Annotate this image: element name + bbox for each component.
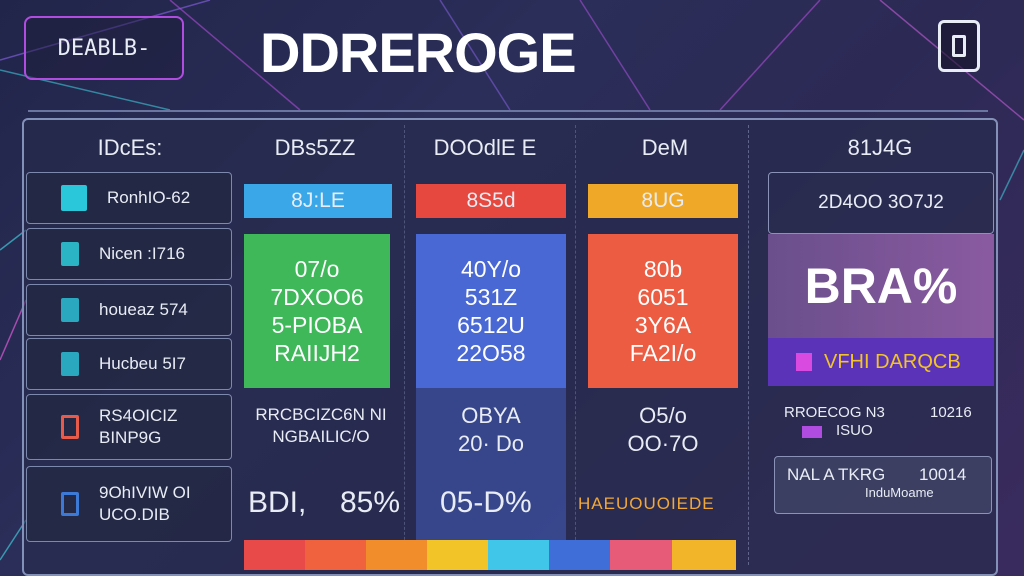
- bottom-left-label: BDI,: [248, 486, 307, 519]
- metric-card-green[interactable]: 07/o 7DXOO6 5-PIOBA RAIIJH2: [244, 234, 390, 388]
- tag-icon: [802, 426, 822, 438]
- right-row1-sub: ISUO: [836, 422, 873, 439]
- strip-label: VFHI DARQCB: [824, 350, 961, 373]
- row-label: Hucbeu 5I7: [99, 354, 186, 373]
- right-detail-card[interactable]: NAL A TKRG 10014 InduMoame: [774, 456, 992, 514]
- card-line: 531Z: [464, 284, 518, 310]
- bar-icon: [61, 242, 79, 266]
- row-item-6[interactable]: 9OhIVIW OI UCO.DIB: [26, 466, 232, 542]
- color-bar-segment: [305, 540, 366, 570]
- header-divider: [28, 110, 988, 112]
- row-item-2[interactable]: Nicen :I716: [26, 228, 232, 280]
- row-item-3[interactable]: houeaz 574: [26, 284, 232, 336]
- grid-icon: [61, 185, 87, 211]
- card-line: 6051: [637, 284, 689, 310]
- right-highlight-card[interactable]: BRA%: [768, 234, 994, 338]
- row-label: RonhIO-62: [107, 188, 191, 207]
- app-title: DDREROGE: [260, 20, 577, 84]
- tag-icon: [796, 353, 812, 371]
- card-line: 80b: [643, 256, 683, 282]
- column-header-4: DeM: [641, 135, 689, 160]
- column-header-3: DOOdlE E: [433, 135, 537, 160]
- right-row1-label: RROECOG N3: [784, 404, 885, 421]
- column-divider: [748, 125, 749, 565]
- card-line: FA2I/o: [629, 340, 697, 366]
- card-line: 7DXOO6: [270, 284, 364, 310]
- window-toggle-button[interactable]: [938, 20, 980, 72]
- row-item-4[interactable]: Hucbeu 5I7: [26, 338, 232, 390]
- card-line: 5-PIOBA: [271, 312, 363, 338]
- card-line: 3Y6A: [634, 312, 692, 338]
- color-bar-segment: [672, 540, 736, 570]
- color-bar-segment: [427, 540, 488, 570]
- color-bar-segment: [366, 540, 427, 570]
- bottom-right-value: HAEUOUOIEDE: [578, 494, 715, 513]
- shield-icon: [61, 298, 79, 322]
- mid-cell-2: OBYA 20· Do: [457, 403, 525, 456]
- card-line: RAIIJH2: [274, 340, 360, 366]
- row-label: RS4OICIZ BINP9G: [99, 406, 178, 447]
- color-bar-segment: [244, 540, 305, 570]
- detail-label: NAL A TKRG: [787, 465, 886, 484]
- chip-blue[interactable]: 8J:LE: [244, 184, 392, 218]
- bottom-left-value: 85%: [340, 486, 401, 519]
- column-header-5: 81J4G: [847, 135, 913, 160]
- detail-sub: InduMoame: [865, 485, 934, 500]
- metric-card-blue[interactable]: 40Y/o 531Z 6512U 22O58: [416, 234, 566, 388]
- right-row1-value: 10216: [930, 404, 972, 421]
- detail-value: 10014: [919, 465, 967, 484]
- mid-cell-1: RRCBCIZC6N NI NGBAILIC/O: [255, 405, 387, 446]
- square-icon: [952, 35, 966, 57]
- row-label: Nicen :I716: [99, 244, 185, 263]
- column-header-2: DBs5ZZ: [274, 135, 356, 160]
- color-bar-segment: [488, 540, 549, 570]
- card-line: 07/o: [294, 256, 340, 282]
- menu-button[interactable]: DEABLB-: [24, 16, 184, 80]
- bar-icon: [61, 352, 79, 376]
- color-bar-segment: [549, 540, 610, 570]
- chip-yellow[interactable]: 8UG: [588, 184, 738, 218]
- column-header-id: IDcEs:: [97, 135, 163, 160]
- color-bar-segment: [610, 540, 672, 570]
- right-strip[interactable]: VFHI DARQCB: [768, 338, 994, 386]
- bottom-mid-value: 05-D%: [440, 486, 532, 519]
- column-highlight: [416, 388, 566, 540]
- row-label: houeaz 574: [99, 300, 188, 319]
- right-summary[interactable]: 2D4OO 3O7J2: [768, 172, 994, 234]
- card-line: 6512U: [457, 312, 525, 338]
- row-item-5[interactable]: RS4OICIZ BINP9G: [26, 394, 232, 460]
- column-divider: [404, 125, 405, 565]
- chip-red[interactable]: 8S5d: [416, 184, 566, 218]
- card-line: 22O58: [456, 340, 526, 366]
- mid-cell-3: O5/o OO·7O: [627, 403, 699, 456]
- square-icon: [61, 415, 79, 439]
- square-icon: [61, 492, 79, 516]
- card-line: 40Y/o: [460, 256, 522, 282]
- column-divider: [575, 125, 576, 565]
- row-label: 9OhIVIW OI UCO.DIB: [99, 483, 191, 524]
- metric-card-red[interactable]: 80b 6051 3Y6A FA2I/o: [588, 234, 738, 388]
- row-item-1[interactable]: RonhIO-62: [26, 172, 232, 224]
